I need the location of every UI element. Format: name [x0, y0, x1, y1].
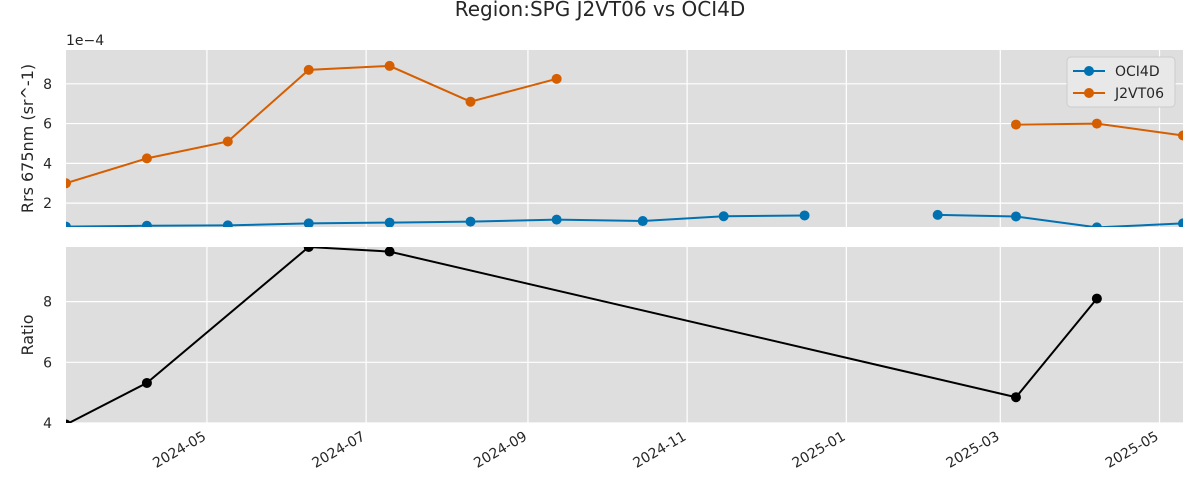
- x-tick-label: 2025-05: [1103, 429, 1162, 472]
- data-point-oci4d: [303, 218, 314, 227]
- legend-swatch-marker: [1084, 66, 1094, 76]
- data-point-j2vt06: [551, 73, 562, 84]
- series-group: [66, 247, 1102, 423]
- data-point-j2vt06: [384, 60, 395, 71]
- data-point-ratio: [66, 419, 71, 423]
- x-tick-label: 2024-09: [471, 429, 530, 472]
- panel-1: 2 4 6 8 Rrs 675nm (sr^-1) 1e−4 OCI4D J2VT06: [18, 33, 1183, 227]
- y-tick-label: 6: [43, 355, 52, 371]
- data-point-oci4d: [384, 217, 395, 227]
- x-tick-label: 2025-03: [944, 429, 1003, 472]
- x-tick-label: 2024-11: [630, 429, 689, 472]
- data-point-ratio: [303, 247, 314, 252]
- data-point-j2vt06: [1010, 119, 1021, 130]
- data-point-oci4d: [1010, 211, 1021, 222]
- data-point-oci4d: [66, 221, 71, 227]
- data-point-ratio: [141, 377, 152, 388]
- y-tick-label: 2: [43, 196, 52, 212]
- legend-label: J2VT06: [1114, 86, 1164, 102]
- panel-2: 4 6 8 Ratio: [18, 247, 1183, 432]
- data-point-oci4d: [465, 216, 476, 227]
- y-tick-label: 8: [43, 77, 52, 93]
- legend-label: OCI4D: [1115, 64, 1160, 80]
- y-axis-label: Ratio: [18, 314, 37, 355]
- y-tick-label: 6: [43, 117, 52, 133]
- y-axis-label: Rrs 675nm (sr^-1): [18, 64, 37, 213]
- series-line-oci4d: [937, 213, 1183, 227]
- data-point-ratio: [1010, 392, 1021, 403]
- data-point-j2vt06: [303, 64, 314, 75]
- data-point-oci4d: [1178, 218, 1183, 227]
- y-tick-label: 4: [43, 416, 52, 432]
- x-tick-label: 2024-07: [309, 429, 368, 472]
- data-point-oci4d: [799, 210, 810, 221]
- data-point-oci4d: [222, 220, 233, 227]
- legend-swatch-marker: [1084, 88, 1094, 98]
- data-point-j2vt06: [66, 178, 71, 189]
- series-line-ratio: [66, 247, 1098, 423]
- data-point-ratio: [384, 247, 395, 257]
- data-point-j2vt06: [1091, 118, 1102, 129]
- y-offset-label: 1e−4: [66, 33, 104, 49]
- series-group: [66, 60, 1183, 227]
- legend-box: [1066, 56, 1176, 108]
- data-point-oci4d: [551, 214, 562, 225]
- data-point-oci4d: [637, 216, 648, 227]
- data-point-ratio: [1091, 293, 1102, 304]
- data-point-j2vt06: [141, 153, 152, 164]
- chart-title: Region:SPG J2VT06 vs OCI4D: [455, 0, 746, 21]
- data-point-j2vt06: [1178, 130, 1183, 141]
- data-point-oci4d: [718, 211, 729, 222]
- x-tick-label: 2025-01: [790, 429, 849, 472]
- x-tick-label: 2024-05: [150, 429, 209, 472]
- y-tick-label: 8: [43, 295, 52, 311]
- legend: OCI4D J2VT06: [1066, 56, 1176, 108]
- y-tick-label: 4: [43, 156, 52, 172]
- data-point-j2vt06: [222, 136, 233, 147]
- plot-area: [66, 50, 1183, 227]
- data-point-j2vt06: [465, 96, 476, 107]
- data-point-oci4d: [1091, 222, 1102, 227]
- data-point-oci4d: [141, 220, 152, 227]
- data-point-oci4d: [932, 209, 943, 220]
- series-line-oci4d: [66, 214, 805, 227]
